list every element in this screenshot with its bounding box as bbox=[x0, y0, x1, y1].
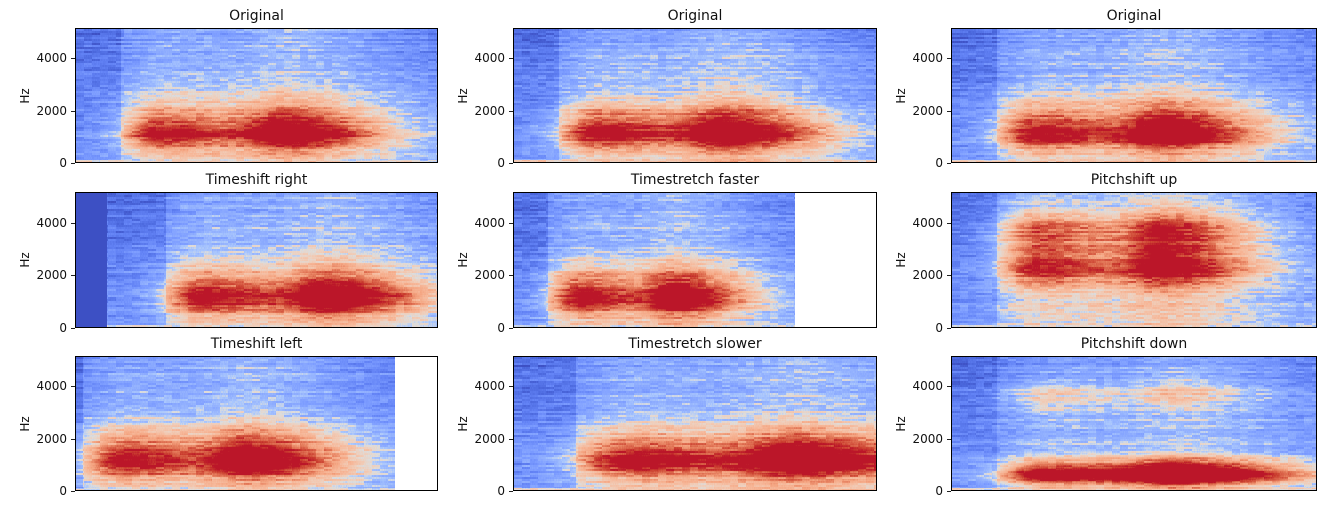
spectrogram-canvas bbox=[952, 357, 1316, 490]
spectrogram-canvas bbox=[514, 193, 876, 327]
spectrogram-plot bbox=[951, 28, 1317, 163]
subplot-title: Timestretch slower bbox=[628, 336, 762, 352]
y-tick-label: 0 bbox=[935, 484, 943, 498]
spectrogram-plot bbox=[951, 192, 1317, 328]
y-tick-label: 2000 bbox=[36, 268, 67, 283]
y-tick-mark bbox=[71, 58, 75, 59]
y-tick-mark bbox=[71, 223, 75, 224]
y-tick-label: 0 bbox=[59, 156, 67, 170]
spectrogram-plot bbox=[513, 192, 877, 328]
y-tick-label: 2000 bbox=[912, 103, 943, 118]
spectrogram-plot bbox=[513, 356, 877, 491]
y-tick-mark bbox=[947, 275, 951, 276]
y-tick-label: 0 bbox=[935, 321, 943, 335]
y-tick-mark bbox=[71, 439, 75, 440]
y-tick-mark bbox=[509, 439, 513, 440]
y-tick-mark bbox=[947, 386, 951, 387]
y-tick-mark bbox=[947, 491, 951, 492]
subplot-title: Pitchshift up bbox=[1090, 172, 1178, 188]
y-tick-mark bbox=[509, 491, 513, 492]
subplot-title: Timestretch faster bbox=[630, 172, 760, 188]
y-tick-label: 4000 bbox=[474, 379, 505, 394]
y-tick-label: 4000 bbox=[474, 51, 505, 66]
subplot-title: Original bbox=[229, 8, 284, 24]
y-tick-label: 2000 bbox=[36, 431, 67, 446]
spectrogram-plot bbox=[75, 28, 438, 163]
y-tick-label: 4000 bbox=[36, 379, 67, 394]
spectrogram-canvas bbox=[952, 29, 1316, 162]
y-tick-mark bbox=[509, 223, 513, 224]
y-tick-mark bbox=[509, 328, 513, 329]
spectrogram-plot bbox=[951, 356, 1317, 491]
y-tick-mark bbox=[71, 386, 75, 387]
y-tick-label: 4000 bbox=[912, 51, 943, 66]
subplot-title: Original bbox=[1106, 8, 1162, 24]
spectrogram-canvas bbox=[514, 357, 876, 490]
y-tick-mark bbox=[509, 275, 513, 276]
y-tick-mark bbox=[71, 328, 75, 329]
spectrogram-plot bbox=[75, 192, 438, 328]
y-tick-mark bbox=[71, 163, 75, 164]
y-tick-mark bbox=[947, 111, 951, 112]
spectrogram-canvas bbox=[514, 29, 876, 162]
y-tick-mark bbox=[71, 111, 75, 112]
y-tick-mark bbox=[947, 223, 951, 224]
subplot-title: Timeshift left bbox=[210, 336, 303, 352]
y-tick-label: 4000 bbox=[912, 215, 943, 230]
y-tick-label: 2000 bbox=[474, 268, 505, 283]
y-tick-label: 0 bbox=[497, 321, 505, 335]
y-tick-mark bbox=[947, 58, 951, 59]
spectrogram-canvas bbox=[76, 357, 437, 490]
y-tick-label: 4000 bbox=[36, 215, 67, 230]
y-tick-label: 2000 bbox=[474, 103, 505, 118]
y-tick-mark bbox=[71, 275, 75, 276]
y-tick-mark bbox=[509, 58, 513, 59]
y-tick-label: 2000 bbox=[474, 431, 505, 446]
y-tick-label: 0 bbox=[497, 156, 505, 170]
spectrogram-canvas bbox=[76, 29, 437, 162]
y-tick-mark bbox=[509, 163, 513, 164]
y-tick-label: 2000 bbox=[36, 103, 67, 118]
y-tick-label: 0 bbox=[935, 156, 943, 170]
subplot-title: Pitchshift down bbox=[1080, 336, 1188, 352]
spectrogram-canvas bbox=[76, 193, 437, 327]
spectrogram-canvas bbox=[952, 193, 1316, 327]
y-tick-label: 0 bbox=[497, 484, 505, 498]
subplot-title: Timeshift right bbox=[205, 172, 308, 188]
y-tick-label: 2000 bbox=[912, 431, 943, 446]
y-tick-label: 4000 bbox=[36, 51, 67, 66]
y-tick-label: 0 bbox=[59, 321, 67, 335]
y-tick-mark bbox=[509, 111, 513, 112]
y-tick-label: 4000 bbox=[912, 379, 943, 394]
y-tick-mark bbox=[509, 386, 513, 387]
spectrogram-plot bbox=[513, 28, 877, 163]
y-tick-mark bbox=[947, 439, 951, 440]
y-tick-label: 2000 bbox=[912, 268, 943, 283]
subplot-title: Original bbox=[667, 8, 723, 24]
y-tick-label: 4000 bbox=[474, 215, 505, 230]
y-tick-mark bbox=[947, 163, 951, 164]
y-tick-label: 0 bbox=[59, 484, 67, 498]
spectrogram-plot bbox=[75, 356, 438, 491]
y-tick-mark bbox=[947, 328, 951, 329]
y-tick-mark bbox=[71, 491, 75, 492]
